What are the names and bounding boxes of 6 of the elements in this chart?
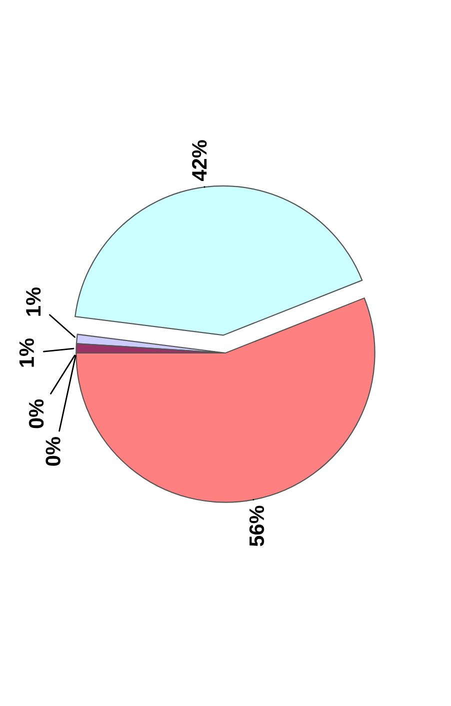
text: 0% (46, 437, 60, 466)
data-label: 42% (192, 140, 207, 181)
data-label: 1% (19, 338, 34, 367)
data-label: 1% (26, 287, 41, 316)
text: 0% (28, 399, 44, 428)
data-label: 56% (249, 506, 264, 546)
